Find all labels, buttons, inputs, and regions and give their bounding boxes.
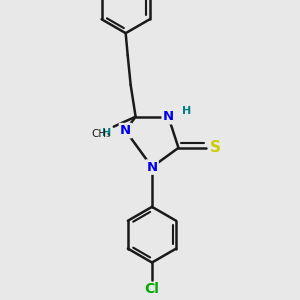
Text: S: S — [210, 140, 221, 155]
Text: N: N — [146, 160, 158, 174]
Text: Cl: Cl — [145, 282, 159, 296]
Text: N: N — [120, 124, 131, 137]
Text: CH₃: CH₃ — [92, 129, 111, 139]
Text: N: N — [163, 110, 174, 123]
Text: H: H — [102, 128, 112, 138]
Text: H: H — [182, 106, 191, 116]
